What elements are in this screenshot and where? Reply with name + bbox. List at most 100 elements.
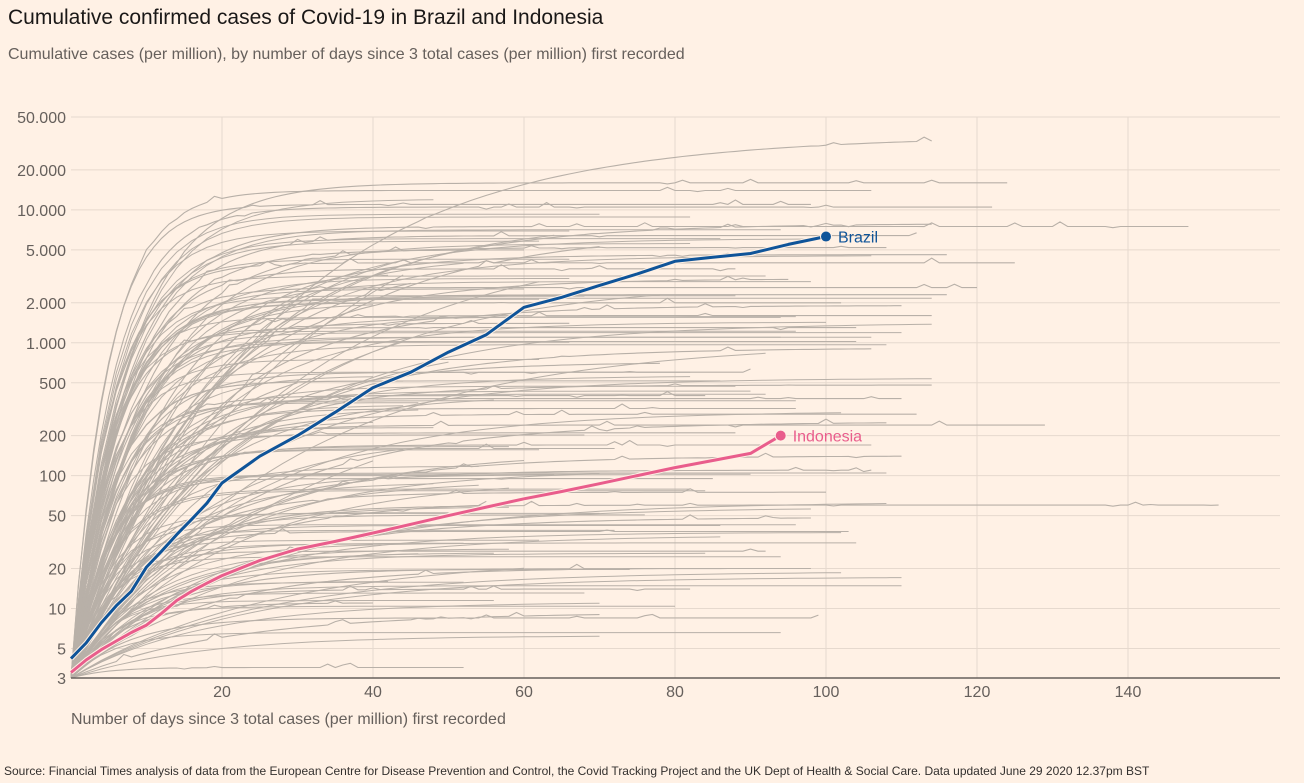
other-country-line <box>70 592 585 679</box>
other-country-line <box>70 221 1189 679</box>
other-country-line <box>70 475 494 679</box>
other-country-line <box>70 378 932 679</box>
other-country-line <box>70 238 811 679</box>
other-country-line <box>70 446 509 679</box>
other-country-line <box>70 199 434 679</box>
other-country-line <box>70 611 600 679</box>
other-country-line <box>70 483 434 679</box>
other-country-line <box>70 402 419 679</box>
source-note: Source: Financial Times analysis of data… <box>4 764 1150 778</box>
y-tick-label: 50.000 <box>17 110 66 127</box>
y-tick-label: 1.000 <box>26 336 66 353</box>
y-tick-label: 3 <box>57 671 66 688</box>
other-country-line <box>70 443 615 679</box>
other-country-line <box>70 341 404 679</box>
other-country-line <box>70 548 509 679</box>
y-tick-label: 10.000 <box>17 203 66 220</box>
y-tick-label: 500 <box>39 376 66 393</box>
other-country-line <box>70 316 796 679</box>
other-country-line <box>70 186 872 679</box>
other-country-line <box>70 581 389 679</box>
other-country-line <box>70 199 811 679</box>
other-country-line <box>70 283 977 679</box>
other-country-line <box>70 390 751 679</box>
other-country-line <box>70 431 736 679</box>
other-country-line <box>70 275 766 679</box>
brazil-line <box>69 235 827 660</box>
other-country-line <box>70 532 842 679</box>
other-country-line <box>70 514 811 679</box>
other-country-line <box>70 412 842 679</box>
other-country-line <box>70 297 842 679</box>
other-country-line <box>70 488 691 679</box>
other-country-line <box>70 405 404 679</box>
x-tick-label: 40 <box>364 684 382 701</box>
other-country-line <box>70 281 540 679</box>
other-country-line <box>70 439 872 679</box>
other-country-line <box>70 385 736 679</box>
y-tick-label: 5 <box>57 642 66 659</box>
other-country-line <box>70 563 811 679</box>
indonesia-label: Indonesia <box>793 429 862 446</box>
other-country-line <box>70 409 419 679</box>
other-country-line <box>70 275 789 679</box>
other-country-line <box>70 245 887 679</box>
other-country-line <box>70 487 509 679</box>
other-country-line <box>70 632 781 679</box>
highlighted-series: Brazil Indonesia <box>69 230 878 675</box>
other-country-line <box>70 556 781 679</box>
other-country-line <box>70 216 691 679</box>
x-tick-label: 140 <box>1115 684 1142 701</box>
y-tick-label: 2.000 <box>26 296 66 313</box>
other-country-line <box>70 382 298 679</box>
other-country-line <box>70 376 691 679</box>
other-country-line <box>70 466 872 679</box>
other-country-line <box>70 383 932 679</box>
other-country-line <box>70 635 600 679</box>
other-country-line <box>70 472 887 679</box>
other-country-line <box>70 336 872 679</box>
other-country-line <box>70 400 796 679</box>
other-country-line <box>70 346 872 679</box>
y-tick-label: 10 <box>48 602 66 619</box>
other-country-line <box>70 222 932 679</box>
y-tick-label: 5.000 <box>26 243 66 260</box>
other-country-line <box>70 572 842 679</box>
other-country-line <box>70 585 902 679</box>
other-country-line <box>70 294 947 679</box>
other-country-line <box>70 418 887 679</box>
other-country-line <box>70 302 419 679</box>
chart-subtitle: Cumulative cases (per million), by numbe… <box>8 46 685 63</box>
other-country-line <box>70 529 615 679</box>
other-country-line <box>70 316 781 679</box>
x-tick-label: 60 <box>515 684 533 701</box>
other-country-line <box>70 252 947 679</box>
other-country-line <box>70 602 600 679</box>
brazil-end-marker <box>820 230 832 243</box>
other-country-line <box>70 567 660 679</box>
indonesia-line <box>70 434 782 674</box>
other-country-line <box>70 201 993 679</box>
other-country-line <box>70 288 524 679</box>
other-country-line <box>70 473 600 679</box>
other-country-line <box>70 403 796 679</box>
y-tick-label: 100 <box>39 469 66 486</box>
x-tick-label: 80 <box>666 684 684 701</box>
other-country-line <box>70 434 585 679</box>
other-country-line <box>70 393 766 679</box>
other-country-line <box>70 662 464 679</box>
y-tick-label: 200 <box>39 429 66 446</box>
other-country-line <box>70 427 434 679</box>
other-country-line <box>70 258 570 679</box>
other-country-line <box>70 240 540 679</box>
other-country-line <box>70 577 902 679</box>
other-country-line <box>70 395 902 679</box>
other-countries-lines <box>70 136 1219 679</box>
other-country-line <box>70 567 525 679</box>
other-country-line <box>70 500 1219 679</box>
other-country-line <box>70 304 374 679</box>
indonesia-end-marker <box>774 429 787 442</box>
x-tick-label: 120 <box>964 684 991 701</box>
other-country-line <box>70 539 540 679</box>
